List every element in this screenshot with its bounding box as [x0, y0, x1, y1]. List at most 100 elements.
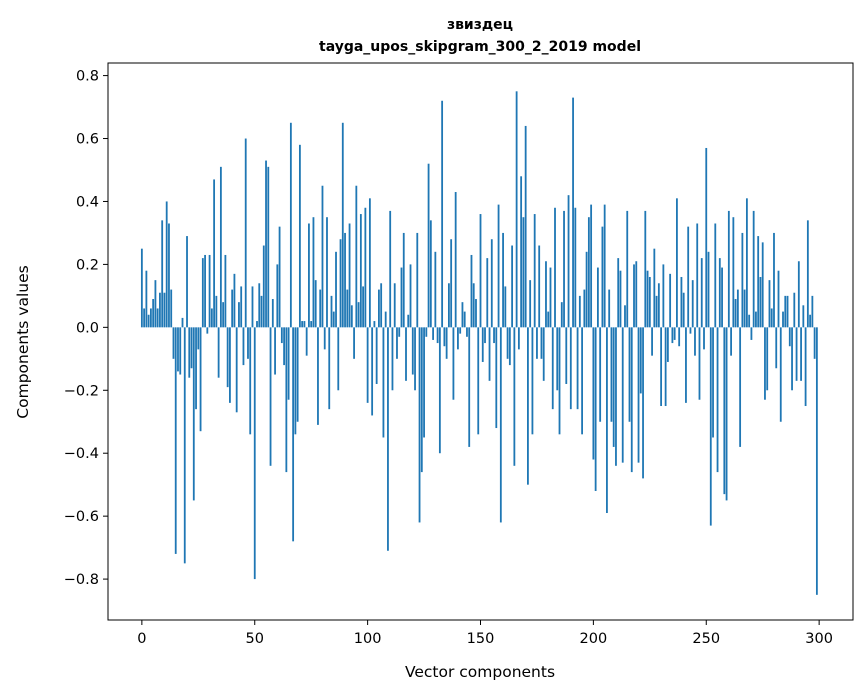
chart-title: звиздец	[447, 17, 513, 33]
bar	[646, 270, 649, 328]
bar	[594, 327, 597, 491]
bar	[644, 210, 647, 328]
bar	[515, 91, 518, 328]
bar	[328, 327, 331, 410]
bar	[447, 283, 450, 328]
bar	[459, 327, 462, 334]
bar	[179, 327, 182, 375]
bar	[698, 327, 701, 400]
bar	[168, 223, 170, 328]
bar	[326, 217, 328, 328]
y-axis-label: Components values	[14, 265, 32, 418]
bar	[242, 327, 245, 366]
bar	[730, 327, 732, 356]
bar	[499, 327, 502, 523]
bar	[642, 327, 644, 479]
bar	[152, 299, 155, 328]
bar	[651, 327, 653, 356]
bar	[414, 327, 416, 391]
bar	[280, 327, 283, 344]
bar	[393, 283, 396, 328]
bar	[527, 327, 529, 485]
bar	[538, 245, 541, 328]
bar	[639, 327, 642, 394]
bar	[317, 327, 319, 425]
bar	[481, 327, 484, 362]
bar	[777, 270, 780, 328]
bar	[673, 327, 676, 340]
bar	[454, 192, 457, 328]
bar	[793, 292, 796, 328]
bar	[140, 248, 143, 328]
bar	[524, 125, 527, 328]
bar	[265, 160, 267, 328]
bar	[308, 223, 310, 328]
bar	[172, 327, 175, 359]
bar	[540, 327, 543, 359]
bar	[585, 251, 588, 328]
bar	[204, 254, 206, 328]
bar	[732, 217, 735, 328]
bar	[429, 220, 432, 328]
bar	[348, 223, 351, 328]
bar	[687, 226, 690, 328]
bar	[353, 327, 355, 359]
bar	[183, 327, 186, 564]
bar	[323, 327, 326, 350]
bar	[779, 327, 782, 422]
bar	[739, 327, 742, 447]
bar	[186, 236, 188, 328]
bar	[511, 245, 514, 328]
bar	[725, 327, 728, 501]
bar	[145, 270, 148, 328]
bar	[389, 210, 392, 328]
bar	[576, 327, 579, 410]
bar	[276, 264, 279, 328]
bar	[391, 327, 394, 391]
bar	[542, 327, 545, 381]
bar	[177, 327, 179, 372]
bar	[262, 245, 265, 328]
bar	[188, 327, 191, 378]
bar	[536, 327, 538, 359]
bar	[633, 264, 635, 328]
x-tick-label: 200	[580, 631, 608, 647]
bar	[154, 280, 157, 328]
bar	[748, 314, 751, 328]
bars	[140, 91, 818, 595]
bar	[445, 327, 448, 359]
bar	[682, 292, 685, 328]
bar	[472, 283, 475, 328]
bar	[197, 327, 200, 350]
bar	[256, 321, 258, 328]
bar	[558, 327, 561, 435]
bar	[775, 327, 778, 369]
bar	[484, 327, 486, 344]
bar	[296, 327, 299, 422]
bar	[669, 273, 672, 328]
bar	[468, 327, 471, 447]
bar	[274, 327, 276, 375]
bar	[362, 286, 365, 328]
bar	[416, 232, 419, 328]
bar	[289, 122, 292, 328]
bar	[547, 311, 550, 328]
bar	[628, 327, 631, 422]
bar	[434, 251, 437, 328]
bar	[181, 317, 184, 328]
x-tick-label: 100	[354, 631, 382, 647]
x-axis-label: Vector components	[405, 663, 555, 681]
bar	[269, 327, 272, 466]
bar	[199, 327, 202, 432]
bar	[653, 248, 656, 328]
bar	[809, 314, 812, 328]
bar	[201, 258, 204, 328]
bar	[206, 327, 209, 334]
bar	[549, 267, 552, 328]
bar	[508, 327, 511, 366]
bar	[572, 97, 574, 328]
bar	[233, 273, 236, 328]
bar	[502, 232, 504, 328]
